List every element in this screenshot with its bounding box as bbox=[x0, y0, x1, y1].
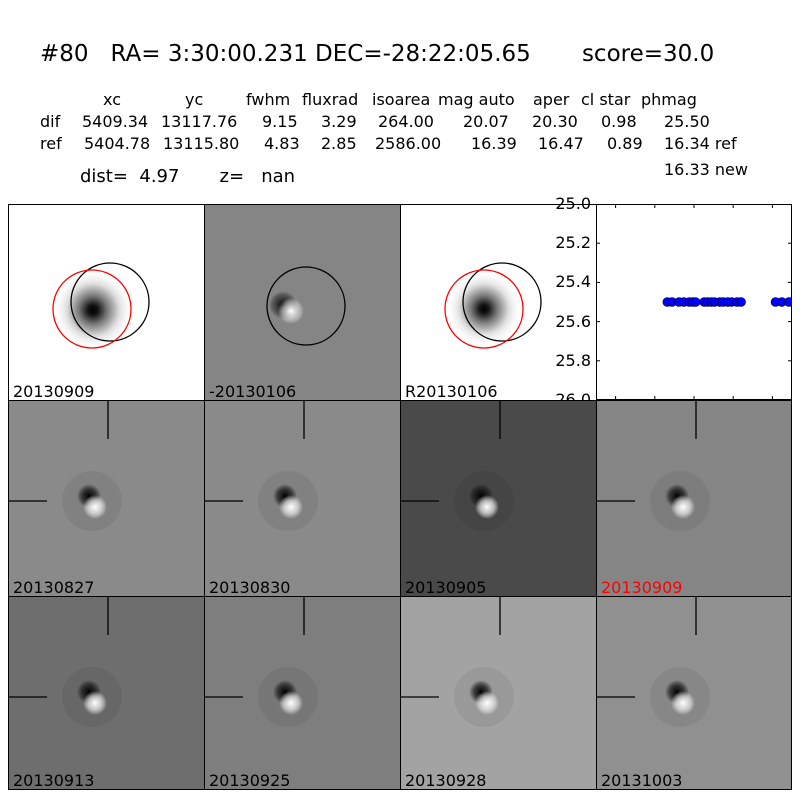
cell-aper: 20.30 bbox=[532, 112, 578, 131]
reference-stamp: 20130909 bbox=[8, 204, 205, 401]
stats-row-dif: dif 5409.34 13117.76 9.15 3.29 264.00 20… bbox=[40, 111, 710, 133]
difference-stamp: -20130106 bbox=[204, 204, 401, 401]
panel-label: -20130106 bbox=[209, 382, 297, 401]
cell-yc: 13117.76 bbox=[161, 112, 238, 131]
cell-fluxrad: 2.85 bbox=[321, 134, 357, 153]
panel-label: 20130909 bbox=[13, 382, 95, 401]
y-tick-label: 25.0 bbox=[555, 194, 591, 213]
reference-stamp-image bbox=[52, 262, 150, 350]
data-point bbox=[784, 297, 792, 307]
stamp-image bbox=[401, 401, 514, 531]
stamp-image bbox=[597, 401, 710, 531]
data-point bbox=[736, 297, 746, 307]
difference-stamp-image bbox=[266, 266, 346, 346]
black-circle-icon bbox=[266, 266, 346, 346]
data-point bbox=[690, 297, 701, 307]
row-label: dif bbox=[40, 112, 61, 131]
stamp-panel: 20130913 bbox=[8, 596, 205, 790]
cell-xc: 5404.78 bbox=[84, 134, 151, 153]
cell-xc: 5409.34 bbox=[82, 112, 149, 131]
cell-aper: 16.47 bbox=[538, 134, 584, 153]
stats-row-ref: ref 5404.78 13115.80 4.83 2.85 2586.00 1… bbox=[40, 133, 737, 155]
y-tick-label: 25.6 bbox=[555, 311, 591, 331]
cell-fluxrad: 3.29 bbox=[321, 112, 357, 131]
light-curve-plot bbox=[596, 204, 792, 400]
cell-mag-auto: 20.07 bbox=[463, 112, 509, 131]
col-aper: aper bbox=[533, 90, 570, 109]
stamp-panel: 20131003 bbox=[596, 596, 792, 790]
distance-readout: dist= 4.97 z= nan bbox=[80, 166, 296, 187]
cell-yc: 13115.80 bbox=[163, 134, 240, 153]
black-circle-icon bbox=[462, 262, 542, 342]
y-tick-label: 25.8 bbox=[555, 350, 591, 370]
stamp-panel: 20130830 bbox=[204, 400, 401, 597]
stamp-panel: 20130905 bbox=[400, 400, 597, 597]
cell-fwhm: 9.15 bbox=[262, 112, 298, 131]
stamp-image bbox=[205, 597, 318, 727]
col-yc: yc bbox=[185, 90, 204, 109]
bright-lobe bbox=[83, 691, 107, 715]
stats-header-row: xc yc fwhm fluxrad isoarea mag auto aper… bbox=[40, 89, 697, 111]
cell-phmag: 25.50 bbox=[664, 112, 710, 131]
cell-isoarea: 2586.00 bbox=[375, 134, 442, 153]
stamp-date-label: 20130830 bbox=[209, 578, 291, 597]
stats-table: xc yc fwhm fluxrad isoarea mag auto aper… bbox=[40, 89, 737, 155]
col-fwhm: fwhm bbox=[246, 90, 291, 109]
source-blob bbox=[446, 271, 522, 347]
panel-label: R20130106 bbox=[405, 382, 498, 401]
bright-lobe bbox=[278, 298, 304, 324]
stamp-panel: 20130909 bbox=[596, 400, 792, 597]
candidate-title: #80 RA= 3:30:00.231 DEC=-28:22:05.65 sco… bbox=[40, 41, 715, 67]
bright-lobe bbox=[671, 691, 695, 715]
col-isoarea: isoarea bbox=[372, 90, 431, 109]
y-tick-label: 25.2 bbox=[555, 233, 591, 253]
bright-lobe bbox=[279, 691, 303, 715]
stamp-panel: 20130925 bbox=[204, 596, 401, 790]
stamp-date-label: 20130925 bbox=[209, 771, 291, 790]
bright-lobe bbox=[475, 495, 499, 519]
col-xc: xc bbox=[103, 90, 121, 109]
row-label: ref bbox=[40, 134, 62, 153]
cell-mag-auto: 16.39 bbox=[471, 134, 517, 153]
phmag-new: 16.33 new bbox=[664, 160, 748, 179]
col-phmag: phmag bbox=[641, 90, 697, 109]
cell-phmag: 16.34 ref bbox=[664, 134, 737, 153]
stamp-panel: 20130928 bbox=[400, 596, 597, 790]
y-tick-label: 25.4 bbox=[555, 272, 591, 292]
col-fluxrad: fluxrad bbox=[302, 90, 359, 109]
red-circle-icon bbox=[52, 269, 132, 349]
stamp-date-label: 20130909 bbox=[601, 578, 683, 597]
col-cl-star: cl star bbox=[581, 90, 631, 109]
bright-lobe bbox=[83, 495, 107, 519]
stamp-image bbox=[205, 401, 318, 531]
bright-lobe bbox=[279, 495, 303, 519]
cell-cl-star: 0.98 bbox=[601, 112, 637, 131]
reference-template-image bbox=[444, 262, 542, 349]
cell-fwhm: 4.83 bbox=[264, 134, 300, 153]
stamp-date-label: 20130913 bbox=[13, 771, 95, 790]
stamp-image bbox=[401, 597, 514, 727]
col-mag-auto: mag auto bbox=[438, 90, 515, 109]
bright-lobe bbox=[671, 495, 695, 519]
stamp-date-label: 20130827 bbox=[13, 578, 95, 597]
stamp-image bbox=[597, 597, 710, 727]
black-circle-icon bbox=[70, 262, 150, 342]
red-circle-icon bbox=[444, 269, 524, 349]
light-curve-svg bbox=[596, 204, 792, 400]
stamp-date-label: 20130928 bbox=[405, 771, 487, 790]
cell-isoarea: 264.00 bbox=[378, 112, 434, 131]
cell-cl-star: 0.89 bbox=[607, 134, 643, 153]
stamp-image bbox=[9, 401, 122, 531]
bright-lobe bbox=[475, 691, 499, 715]
stamp-date-label: 20130905 bbox=[405, 578, 487, 597]
stamp-panel: 20130827 bbox=[8, 400, 205, 597]
stamp-image bbox=[9, 597, 122, 727]
stamp-date-label: 20131003 bbox=[601, 771, 683, 790]
